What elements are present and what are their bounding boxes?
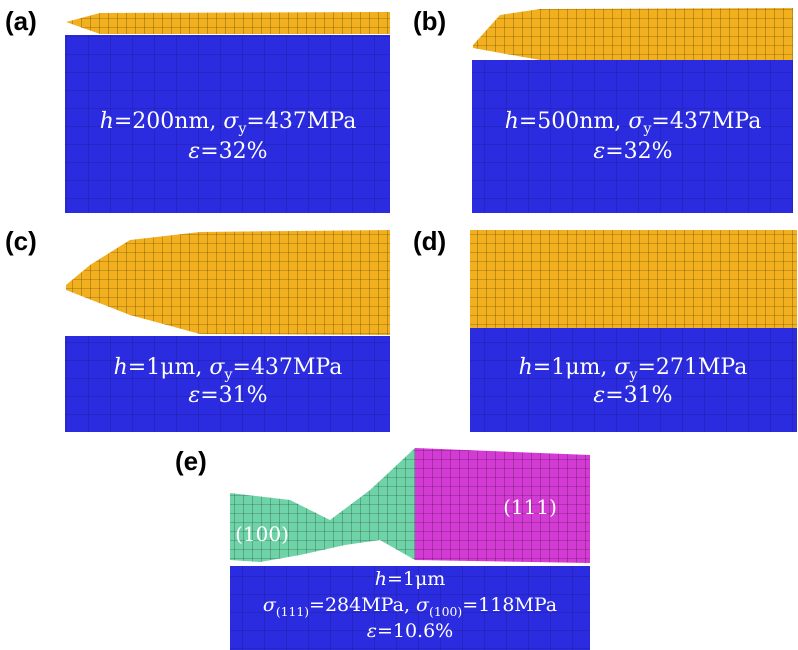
caption-segment: =437MPa	[232, 355, 342, 380]
caption-segment: =31%	[200, 383, 267, 408]
caption-segment: σ	[209, 355, 225, 380]
caption-segment: =437MPa	[246, 109, 356, 134]
panel-label: (c)	[5, 226, 37, 256]
caption-segment: h	[100, 109, 114, 134]
caption-line: ε=32%	[593, 139, 672, 164]
grain-label: (100)	[235, 522, 289, 546]
caption-segment: =32%	[605, 139, 672, 164]
caption-segment: =31%	[605, 383, 672, 408]
caption-segment: (111)	[276, 605, 309, 619]
caption-segment: ε	[188, 139, 200, 164]
panel-label: (a)	[5, 6, 37, 36]
caption-segment: h	[375, 568, 387, 590]
figure: (100) (111) (a) (b) (c) (d) (e) h=200nm,…	[0, 0, 798, 650]
caption-segment: =200nm,	[114, 109, 223, 134]
caption-segment: ε	[593, 383, 605, 408]
caption-line: h=200nm, σy=437MPa	[100, 109, 357, 137]
caption-segment: =10.6%	[377, 620, 453, 642]
caption-segment: =284MPa,	[309, 594, 416, 616]
caption-segment: =437MPa	[651, 109, 761, 134]
caption-segment: ε	[367, 620, 377, 642]
caption-line: h=1μm	[375, 568, 446, 590]
caption-line: ε=10.6%	[367, 620, 453, 642]
caption-segment: =1μm,	[533, 355, 615, 380]
panel-label: (b)	[413, 6, 446, 36]
caption-segment: σ	[263, 594, 277, 616]
caption-segment: =271MPa	[637, 355, 747, 380]
caption-segment: =32%	[200, 139, 267, 164]
caption-segment: σ	[628, 109, 644, 134]
caption-segment: =1μm,	[128, 355, 210, 380]
caption-line: ε=32%	[188, 139, 267, 164]
caption-segment: h	[114, 355, 128, 380]
panel-label: (e)	[175, 446, 207, 476]
caption-segment: ε	[593, 139, 605, 164]
caption-segment: =118MPa	[462, 594, 557, 616]
caption-line: h=500nm, σy=437MPa	[505, 109, 762, 137]
grain-label: (111)	[503, 495, 557, 519]
caption-segment: h	[519, 355, 533, 380]
caption-line: ε=31%	[188, 383, 267, 408]
caption-segment: σ	[614, 355, 630, 380]
caption-segment: σ	[223, 109, 239, 134]
caption-segment: h	[505, 109, 519, 134]
caption-line: ε=31%	[593, 383, 672, 408]
caption-segment: (100)	[429, 605, 462, 619]
caption-segment: ε	[188, 383, 200, 408]
caption-segment: =500nm,	[519, 109, 628, 134]
panel-label: (d)	[413, 226, 446, 256]
caption-segment: σ	[416, 594, 430, 616]
caption-segment: =1μm	[387, 568, 445, 590]
